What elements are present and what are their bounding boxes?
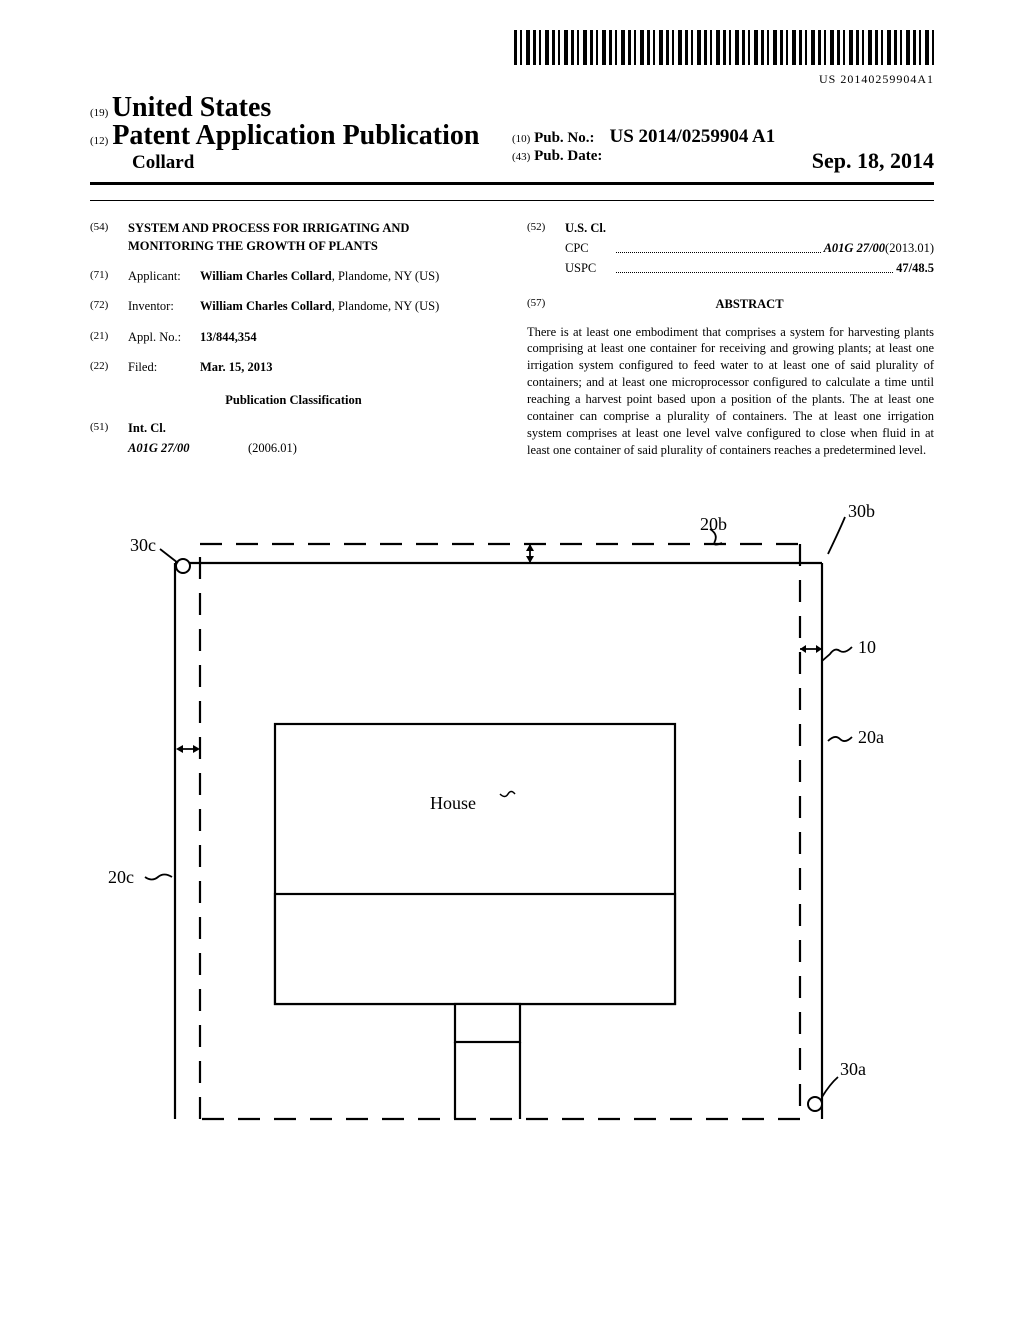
uscl-label: U.S. Cl. — [565, 221, 606, 235]
abstract-text: There is at least one embodiment that co… — [527, 324, 934, 459]
filed-date: Mar. 15, 2013 — [200, 360, 272, 374]
applicant-label: Applicant: — [128, 267, 200, 285]
pubdate-value: Sep. 18, 2014 — [812, 148, 934, 174]
intcl-code: (51) — [90, 419, 128, 437]
country-name: United States — [112, 92, 271, 123]
title-code: (54) — [90, 219, 128, 255]
inventor-code: (72) — [90, 297, 128, 315]
barcode-block: US 20140259904A1 — [90, 30, 934, 87]
filed-code: (22) — [90, 358, 128, 376]
header-divider — [90, 200, 934, 201]
pubno-label: Pub. No.: — [534, 130, 594, 146]
house-label: House — [430, 793, 476, 813]
pubno-value: US 2014/0259904 A1 — [610, 126, 776, 147]
pubno-prefix: (10) — [512, 133, 530, 145]
barcode-graphic — [514, 30, 934, 65]
pubdate-prefix: (43) — [512, 151, 530, 163]
fig-label-30c: 30c — [130, 535, 156, 556]
cpc-value: A01G 27/00 — [824, 239, 885, 257]
applicant-location: , Plandome, NY (US) — [332, 269, 440, 283]
fig-label-20a: 20a — [858, 727, 884, 748]
uspc-value: 47/48.5 — [896, 259, 934, 277]
cpc-date: (2013.01) — [885, 239, 934, 257]
patent-title: SYSTEM AND PROCESS FOR IRRIGATING AND MO… — [128, 219, 497, 255]
pubdate-label: Pub. Date: — [534, 148, 602, 164]
intcl-class: A01G 27/00 — [128, 439, 248, 457]
patent-figure: House — [100, 499, 920, 1129]
author-name: Collard — [90, 152, 512, 174]
fig-label-20c: 20c — [108, 867, 134, 888]
uscl-code: (52) — [527, 219, 565, 237]
applno-value: 13/844,354 — [200, 330, 257, 344]
document-header: (19) United States (12) Patent Applicati… — [90, 92, 934, 185]
applno-label: Appl. No.: — [128, 328, 200, 346]
intcl-label: Int. Cl. — [128, 421, 166, 435]
inventor-location: , Plandome, NY (US) — [332, 299, 440, 313]
inventor-label: Inventor: — [128, 297, 200, 315]
cpc-label: CPC — [565, 239, 613, 257]
bibliographic-section: (54) SYSTEM AND PROCESS FOR IRRIGATING A… — [90, 219, 934, 469]
fig-label-20b: 20b — [700, 514, 727, 535]
pub-class-heading: Publication Classification — [90, 391, 497, 409]
doc-type-prefix: (12) — [90, 135, 108, 147]
inventor-name: William Charles Collard — [200, 299, 332, 313]
barcode-number: US 20140259904A1 — [90, 72, 934, 87]
uspc-label: USPC — [565, 259, 613, 277]
abstract-code: (57) — [527, 295, 565, 319]
applicant-name: William Charles Collard — [200, 269, 332, 283]
filed-label: Filed: — [128, 358, 200, 376]
country-prefix: (19) — [90, 107, 108, 119]
fig-label-10: 10 — [858, 637, 876, 658]
applno-code: (21) — [90, 328, 128, 346]
cpc-dotfill — [616, 239, 821, 253]
doc-type: Patent Application Publication — [112, 120, 479, 151]
uspc-dotfill — [616, 259, 893, 273]
intcl-date: (2006.01) — [248, 439, 297, 457]
abstract-heading: ABSTRACT — [565, 295, 934, 313]
fig-label-30b: 30b — [848, 501, 875, 522]
fig-label-30a: 30a — [840, 1059, 866, 1080]
applicant-code: (71) — [90, 267, 128, 285]
